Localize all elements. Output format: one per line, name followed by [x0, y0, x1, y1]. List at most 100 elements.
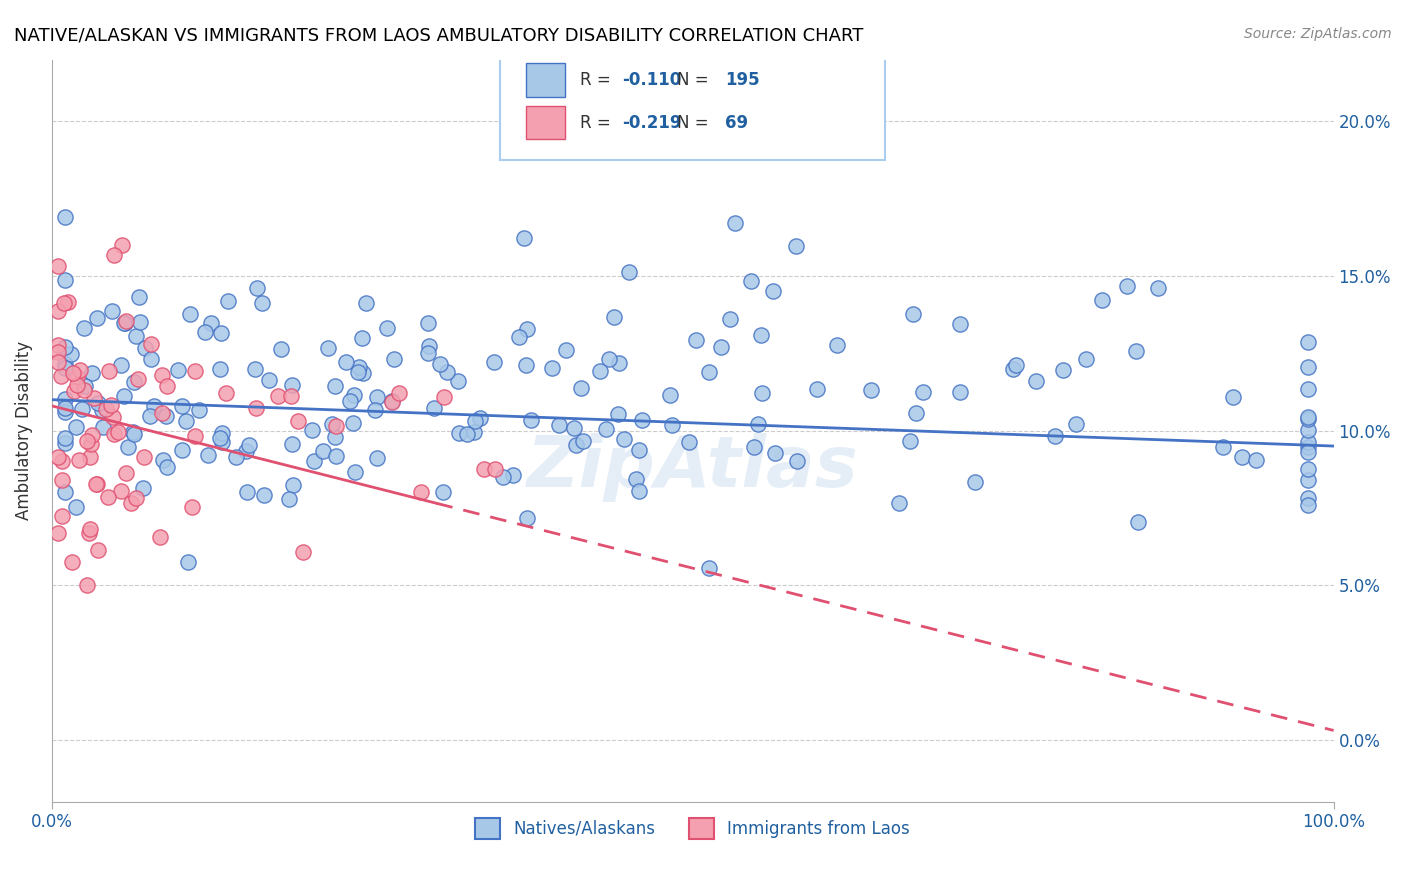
- Point: [1043, 429, 1066, 443]
- Point: [323, 430, 346, 444]
- Point: [53, 431, 76, 445]
- Point: [53, 273, 76, 287]
- Point: [214, 385, 236, 400]
- Point: [325, 419, 347, 434]
- Point: [132, 481, 155, 495]
- Point: [658, 388, 681, 402]
- Point: [79, 522, 101, 536]
- Text: -0.110: -0.110: [623, 71, 682, 89]
- Point: [53, 401, 76, 416]
- Point: [516, 511, 538, 525]
- Point: [347, 366, 370, 380]
- Point: [134, 341, 156, 355]
- Point: [83, 392, 105, 406]
- Point: [1296, 435, 1319, 450]
- Point: [184, 363, 207, 377]
- Point: [724, 216, 747, 230]
- Point: [1052, 363, 1074, 377]
- Point: [58, 295, 80, 310]
- Point: [122, 375, 145, 389]
- Point: [134, 450, 156, 465]
- Point: [325, 450, 347, 464]
- Point: [433, 390, 456, 404]
- Point: [127, 372, 149, 386]
- Point: [949, 318, 972, 332]
- Point: [626, 472, 648, 486]
- Point: [128, 315, 150, 329]
- Point: [949, 384, 972, 399]
- Point: [502, 468, 524, 483]
- Point: [257, 373, 280, 387]
- Point: [111, 238, 134, 252]
- Point: [187, 403, 209, 417]
- Point: [456, 426, 478, 441]
- Point: [117, 440, 139, 454]
- Point: [364, 402, 387, 417]
- Point: [150, 368, 173, 382]
- Point: [86, 477, 108, 491]
- Point: [270, 342, 292, 356]
- Point: [97, 364, 120, 378]
- Point: [125, 329, 148, 343]
- Point: [218, 293, 240, 308]
- Point: [128, 290, 150, 304]
- Point: [436, 365, 458, 379]
- Point: [94, 402, 117, 417]
- Point: [1296, 334, 1319, 349]
- Text: 69: 69: [724, 113, 748, 132]
- Point: [1296, 474, 1319, 488]
- Point: [607, 407, 630, 421]
- Point: [46, 344, 69, 359]
- Point: [1091, 293, 1114, 307]
- Point: [416, 345, 439, 359]
- Bar: [526, 63, 564, 96]
- Point: [513, 231, 536, 245]
- Point: [278, 492, 301, 507]
- Point: [155, 409, 177, 423]
- Point: [464, 414, 486, 428]
- Point: [697, 365, 720, 379]
- Point: [1296, 445, 1319, 459]
- Point: [53, 392, 76, 406]
- Point: [344, 465, 367, 479]
- Point: [762, 284, 785, 298]
- Point: [1296, 423, 1319, 437]
- Point: [86, 311, 108, 326]
- Point: [1296, 360, 1319, 375]
- Point: [100, 398, 122, 412]
- Point: [87, 396, 110, 410]
- Legend: Natives/Alaskans, Immigrants from Laos: Natives/Alaskans, Immigrants from Laos: [468, 812, 917, 846]
- Point: [905, 406, 928, 420]
- Point: [197, 448, 219, 462]
- Point: [53, 361, 76, 376]
- Point: [53, 405, 76, 419]
- Point: [235, 444, 257, 458]
- Text: R =: R =: [579, 113, 616, 132]
- Point: [236, 485, 259, 500]
- Point: [194, 326, 217, 340]
- Point: [562, 421, 585, 435]
- Point: [589, 364, 612, 378]
- Point: [429, 357, 451, 371]
- Point: [53, 340, 76, 354]
- Point: [77, 525, 100, 540]
- Point: [73, 320, 96, 334]
- Point: [1212, 440, 1234, 454]
- Point: [97, 490, 120, 504]
- Point: [46, 355, 69, 369]
- Point: [60, 347, 83, 361]
- Point: [51, 473, 73, 487]
- Point: [250, 295, 273, 310]
- Text: N =: N =: [678, 113, 714, 132]
- Point: [166, 362, 188, 376]
- Point: [53, 485, 76, 500]
- Point: [827, 338, 849, 352]
- Point: [1074, 352, 1097, 367]
- Point: [112, 389, 135, 403]
- Point: [69, 363, 91, 377]
- Text: 195: 195: [724, 71, 759, 89]
- Point: [86, 542, 108, 557]
- Point: [76, 578, 98, 592]
- Point: [484, 355, 506, 369]
- Point: [678, 435, 700, 450]
